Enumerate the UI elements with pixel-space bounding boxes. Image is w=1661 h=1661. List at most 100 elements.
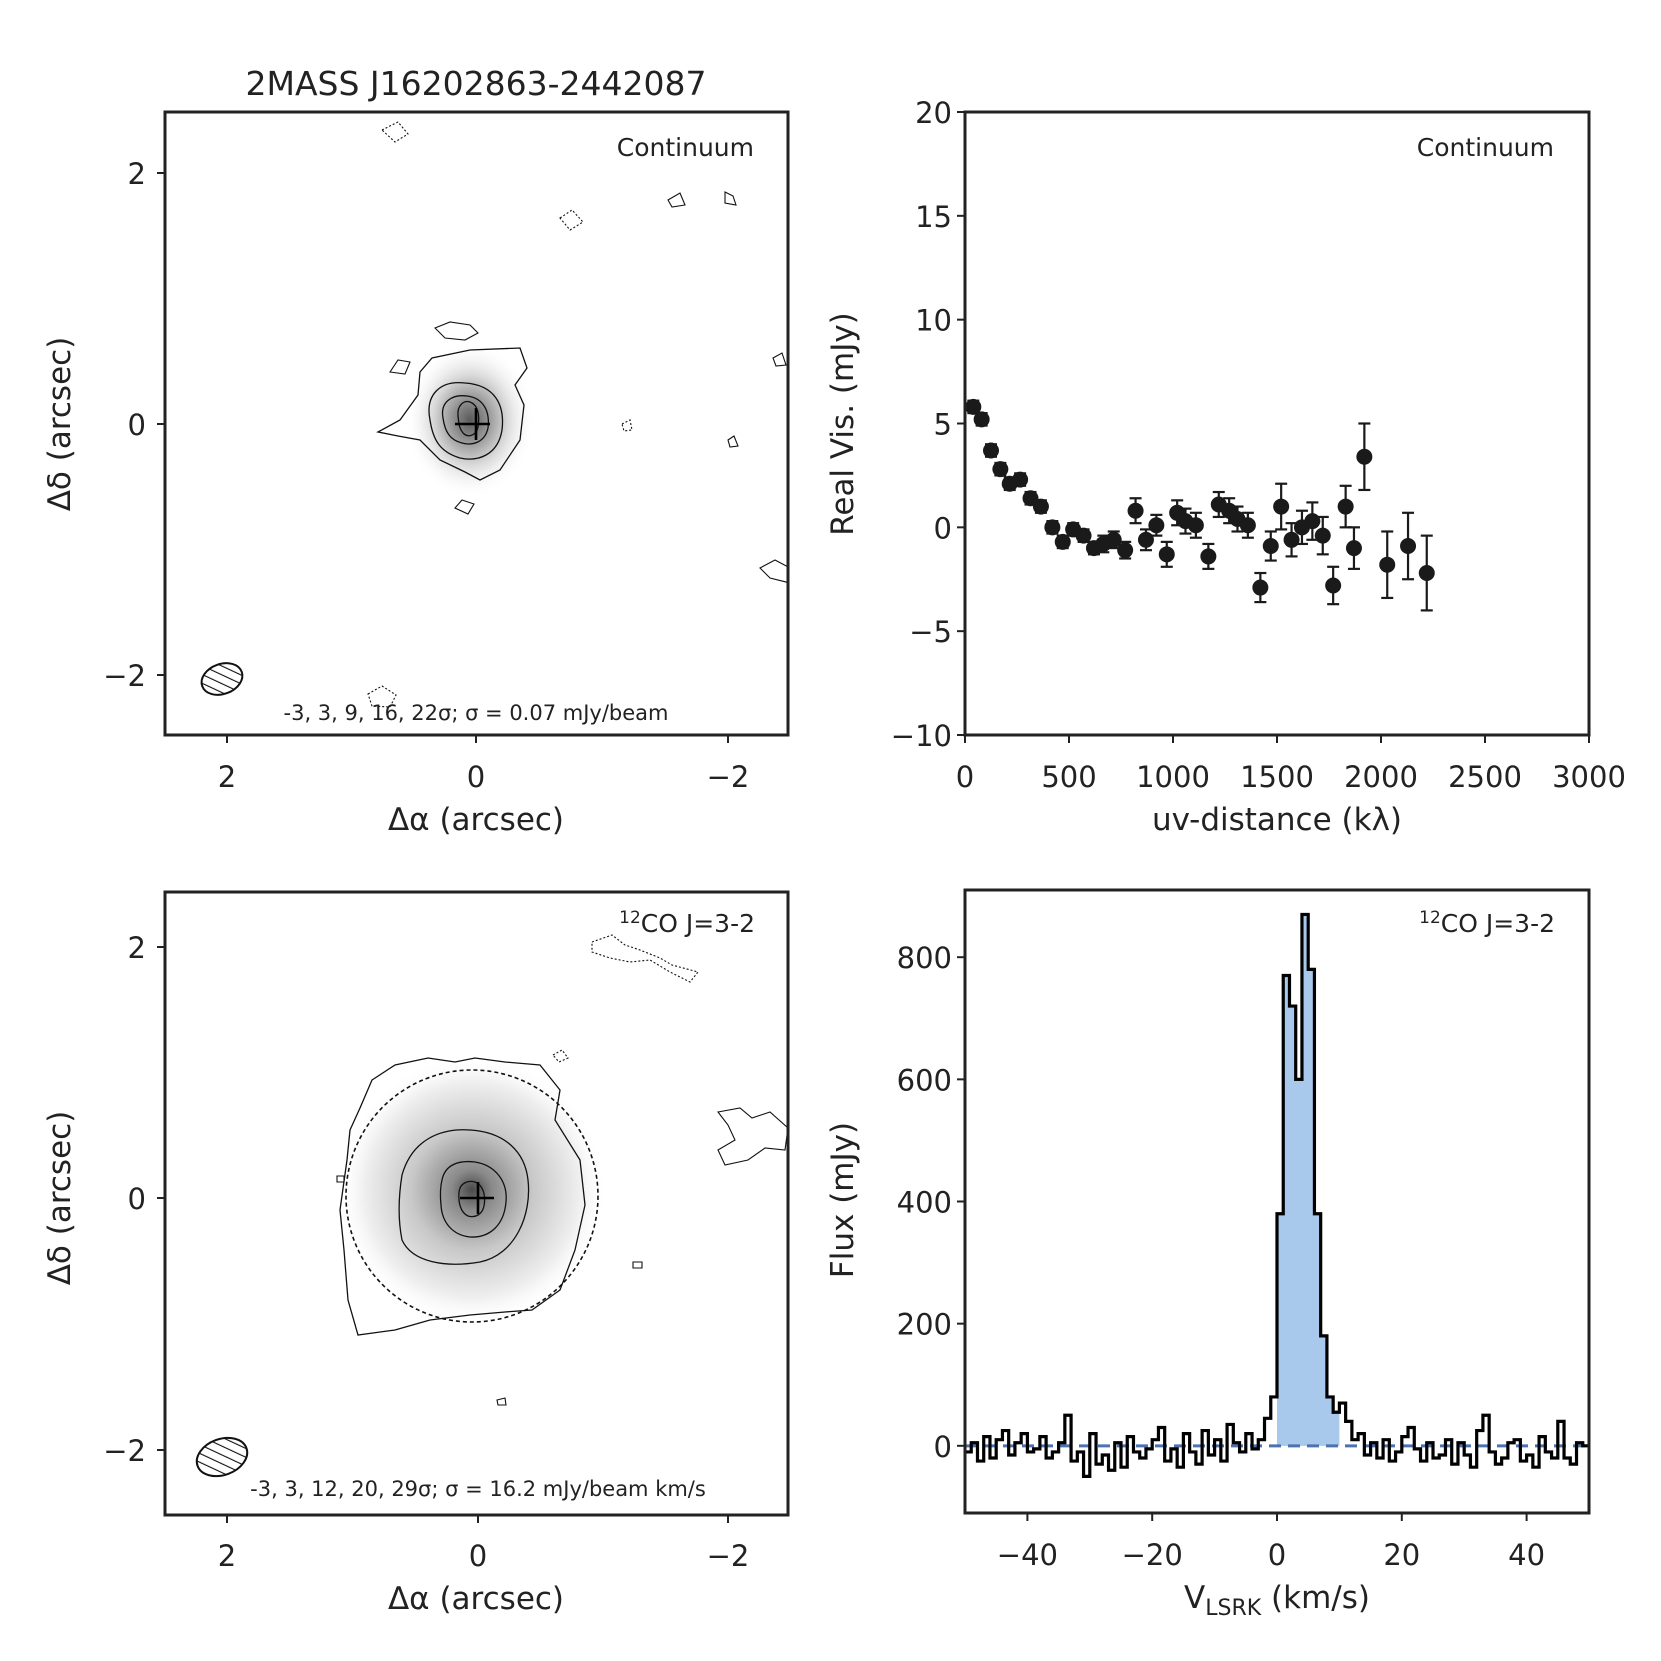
- y-tick-label: 2: [128, 931, 146, 965]
- data-point: [1117, 542, 1134, 559]
- contour-negative: [381, 121, 409, 143]
- x-axis-label: Δα (arcsec): [388, 1581, 564, 1617]
- contour-negative: [367, 685, 397, 708]
- data-point: [1200, 548, 1217, 565]
- contour-blob: [724, 191, 737, 206]
- isotope-superscript: 12: [1419, 908, 1441, 928]
- data-point: [1283, 531, 1300, 548]
- data-point: [1418, 565, 1435, 582]
- x-tick-label: −2: [707, 760, 750, 794]
- data-point: [1356, 448, 1373, 465]
- co-map-panel: 12CO J=3-2 -3, 3, 12, 20, 29σ; σ = 16.2 …: [42, 890, 790, 1617]
- y-axis-label: Flux (mJy): [825, 1122, 861, 1278]
- y-axis-label: Δδ (arcsec): [42, 1111, 78, 1286]
- data-point: [1148, 517, 1165, 534]
- x-axis: −40 −20 0 20 40 VLSRK (km/s): [997, 1513, 1545, 1621]
- y-tick-label: 0: [934, 511, 952, 545]
- contour-blob: [434, 321, 479, 341]
- data-point: [1127, 502, 1144, 519]
- visibility-data-points: [965, 398, 1435, 612]
- x-axis-label: Δα (arcsec): [388, 802, 564, 838]
- visibility-panel: Continuum 0 500 1000 1500 2000 2500 3000 uv-di…: [825, 96, 1626, 838]
- contour-blob: [389, 359, 411, 375]
- contour-note: -3, 3, 12, 20, 29σ; σ = 16.2 mJy/beam km…: [250, 1477, 706, 1501]
- visibility-panel-label: Continuum: [1417, 133, 1554, 162]
- map-label: Continuum: [617, 133, 754, 162]
- continuum-map-image: [367, 121, 788, 708]
- data-point: [1304, 513, 1321, 530]
- contour-negative: [552, 1049, 569, 1063]
- x-tick-label: −40: [997, 1538, 1058, 1572]
- contour-blob: [496, 1397, 507, 1406]
- contour-29sigma: [458, 1180, 486, 1218]
- y-axis: −10 −5 0 5 10 15 20 Real Vis. (mJy): [825, 96, 965, 753]
- data-point: [992, 461, 1009, 478]
- data-point: [1273, 498, 1290, 515]
- contour-blob: [454, 499, 475, 515]
- x-tick-label: 1500: [1240, 760, 1314, 794]
- data-point: [1137, 531, 1154, 548]
- y-axis-label: Real Vis. (mJy): [825, 312, 861, 536]
- y-tick-label: 20: [915, 96, 952, 130]
- contour-note: -3, 3, 9, 16, 22σ; σ = 0.07 mJy/beam: [284, 701, 669, 725]
- contour-3sigma: [339, 1057, 586, 1336]
- contour-12sigma: [398, 1129, 530, 1265]
- y-tick-label: 0: [128, 408, 146, 442]
- x-tick-label: 2500: [1448, 760, 1522, 794]
- x-tick-label: 20: [1383, 1538, 1420, 1572]
- x-tick-label: 2: [218, 1539, 236, 1573]
- x-tick-label: 2000: [1344, 760, 1418, 794]
- x-tick-label: 2: [218, 760, 236, 794]
- x-tick-label: 0: [956, 760, 974, 794]
- contour-20sigma: [439, 1160, 507, 1238]
- contour-22sigma: [457, 400, 480, 437]
- y-tick-label: −2: [103, 659, 146, 693]
- y-tick-label: 400: [897, 1186, 952, 1220]
- y-tick-label: 0: [128, 1182, 146, 1216]
- data-point: [1400, 538, 1417, 555]
- contour-blob: [667, 192, 686, 208]
- data-point: [1187, 517, 1204, 534]
- contour-blob: [632, 1261, 643, 1269]
- y-axis: 0 200 400 600 800 Flux (mJy): [825, 941, 965, 1464]
- y-tick-label: 200: [897, 1308, 952, 1342]
- data-point: [983, 442, 999, 459]
- data-point: [1105, 531, 1122, 548]
- contour-negative: [621, 419, 633, 432]
- data-point: [1032, 498, 1049, 515]
- line-label: CO J=3-2: [641, 909, 755, 938]
- spectrum-panel: 12CO J=3-2 −40 −20 0 20 40 VLSRK (km/s) 0 200…: [825, 888, 1591, 1621]
- data-point: [965, 398, 982, 415]
- data-point: [1012, 471, 1029, 488]
- beam-ellipse: [200, 662, 244, 696]
- contour-16sigma: [441, 395, 490, 445]
- co-map-frame: [163, 890, 790, 1517]
- data-point: [1044, 519, 1061, 536]
- y-tick-label: 800: [897, 941, 952, 975]
- x-axis: 0 500 1000 1500 2000 2500 3000 uv-distance (kλ…: [956, 735, 1626, 838]
- x-axis-label: VLSRK (km/s): [1184, 1580, 1370, 1621]
- data-point: [1239, 517, 1256, 534]
- contour-blob: [727, 435, 739, 448]
- y-tick-label: 5: [934, 408, 952, 442]
- isotope-superscript: 12: [619, 908, 641, 928]
- data-point: [1379, 556, 1396, 573]
- y-tick-label: 600: [897, 1063, 952, 1097]
- x-tick-label: 0: [1268, 1538, 1286, 1572]
- x-axis-label-main: V: [1184, 1580, 1205, 1616]
- data-point: [973, 411, 990, 428]
- x-tick-label: 500: [1041, 760, 1096, 794]
- figure-title: 2MASS J16202863-2442087: [245, 64, 706, 103]
- star-marker: [455, 408, 490, 440]
- x-tick-label: 0: [469, 1539, 487, 1573]
- x-tick-label: −2: [707, 1539, 750, 1573]
- continuum-map-panel: 2MASS J16202863-2442087 C: [42, 64, 790, 838]
- x-axis: 2 0 −2 Δα (arcsec): [218, 735, 750, 838]
- y-tick-label: −10: [891, 719, 952, 753]
- contour-blob: [759, 559, 788, 584]
- contour-3sigma: [376, 347, 528, 481]
- x-tick-label: 3000: [1552, 760, 1626, 794]
- y-axis-label: Δδ (arcsec): [42, 337, 78, 512]
- emission-shaded-area: [1277, 914, 1340, 1446]
